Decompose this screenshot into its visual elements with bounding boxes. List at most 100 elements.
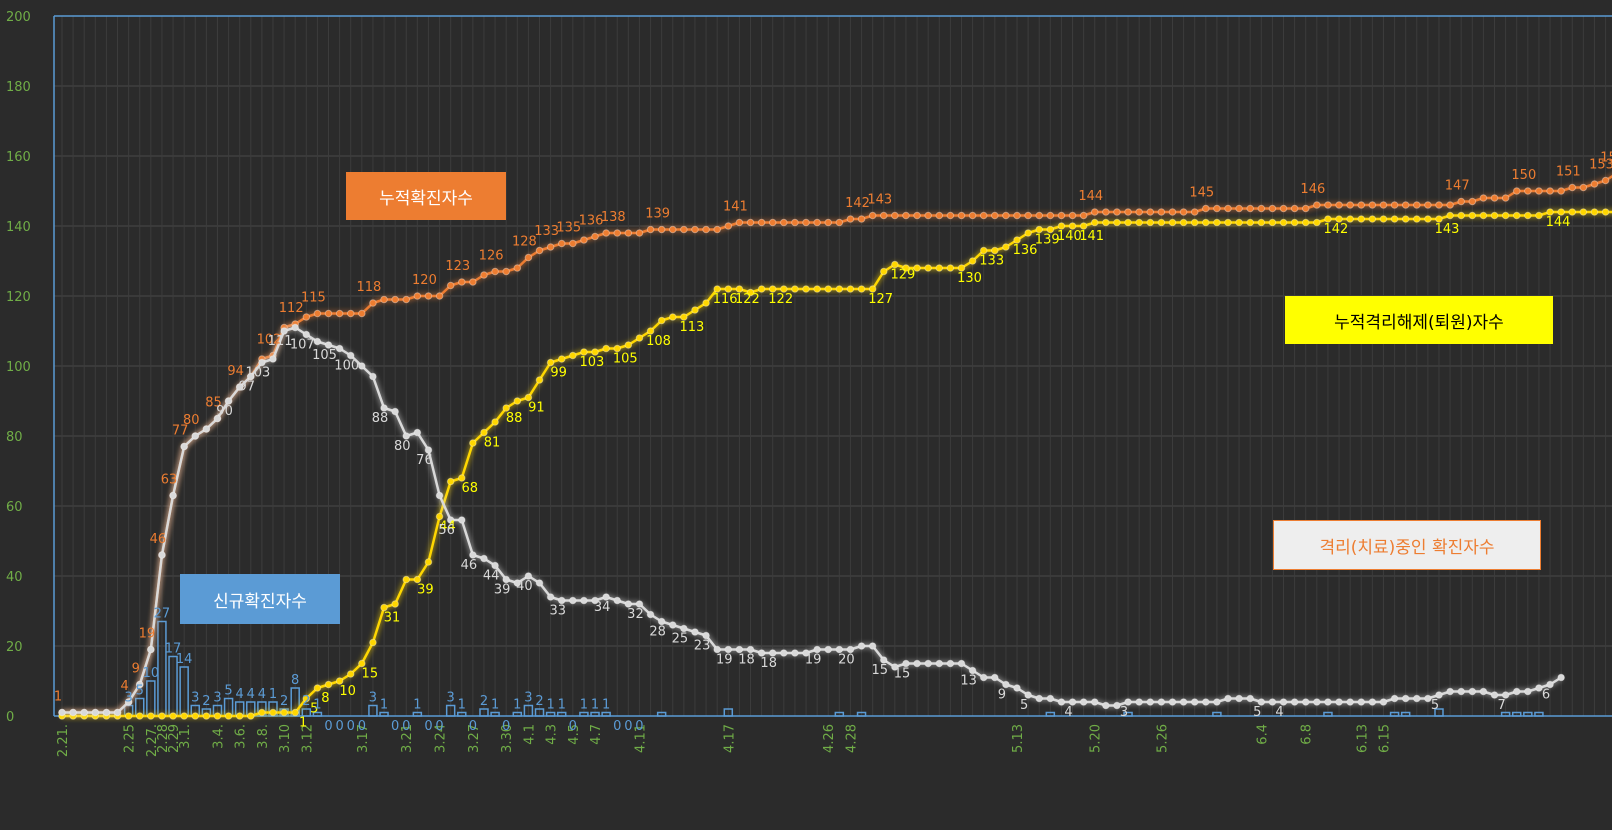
x-tick-label: 5.20 [1089,724,1104,753]
series-point [1335,201,1343,209]
bar-label: 17 [165,642,182,657]
series-point [1224,694,1232,703]
x-tick-label: 3.10 [278,724,293,753]
series-point [158,551,166,559]
series-point [668,225,677,234]
series-point [802,285,810,293]
series-point [780,285,788,293]
series-point [1135,218,1143,227]
series-point [1557,187,1565,195]
series-point [1024,211,1032,220]
series-point [235,383,244,391]
series-point [1024,691,1032,699]
series-point [968,257,977,265]
series-point [824,645,833,654]
bar-label: 0 [502,719,510,734]
series-point [1379,201,1388,209]
series-point [1290,218,1299,227]
series-point [1324,215,1332,223]
x-tick-label: 4.1 [522,724,537,745]
series-point [613,229,622,237]
series-point [1512,211,1521,220]
series-point [1524,187,1532,195]
series-point [1224,204,1232,213]
series-line [62,174,1612,714]
series-point [1590,180,1599,188]
data-label: 5 [1020,698,1028,713]
series-point [746,288,755,297]
series-point [724,285,733,293]
new-case-bar [1523,711,1533,717]
series-point [1290,204,1299,213]
series-point [1257,218,1266,227]
data-label: 153 [1589,158,1612,173]
series-point [435,292,444,300]
new-case-bar [523,704,534,717]
bar-label: 3 [191,691,199,706]
series-point [635,600,644,608]
series-point [424,558,433,566]
series-point [124,698,133,706]
series-point [513,397,522,405]
series-point [1446,201,1454,209]
series-point [1124,698,1132,706]
series-point [1190,218,1199,227]
series-point [1579,183,1588,192]
new-case-bar [856,711,867,717]
series-point [1257,204,1266,213]
series-point [1168,208,1177,216]
series-point [380,404,388,412]
series-point [1313,218,1321,227]
data-label: 56 [438,523,455,538]
new-case-bar [1123,711,1133,717]
series-point [1390,215,1399,223]
data-label: 108 [646,334,671,349]
series-point [69,708,77,717]
legend-cumulative: 누적확진자수 [346,172,506,220]
series-point [613,344,622,353]
series-point [868,642,877,650]
y-tick-label: 200 [6,10,31,25]
series-point [657,617,666,626]
series-point [413,428,422,437]
series-point [469,439,477,447]
data-label: 130 [957,271,982,286]
x-tick-label: 2.27. [145,724,160,757]
new-case-bar [1212,711,1222,717]
series-point [991,211,999,220]
x-tick-label: 4.17 [722,724,737,753]
data-label: 111 [268,334,293,349]
data-label: 102 [257,333,282,348]
series-point [1246,218,1255,227]
series-point [191,432,200,440]
series-point [1390,201,1399,209]
bar-label: 1 [313,698,321,713]
new-case-bar [290,687,300,717]
data-label: 28 [649,625,666,640]
series-point [935,211,944,220]
series-point [657,316,666,325]
series-point [1601,176,1610,185]
series-point [979,246,988,255]
bar-label: 1 [269,687,277,702]
series-point [602,229,610,237]
series-point [491,267,499,276]
data-label: 85 [205,396,222,411]
series-point [1557,208,1565,216]
x-tick-label: 5.13 [1011,724,1026,753]
bar-label: 3 [447,691,455,706]
series-point [702,299,710,307]
series-point [1512,187,1521,195]
data-label: 39 [494,583,511,598]
series-point [724,222,733,230]
bar-label: 0 [391,719,399,734]
series-point [1568,183,1577,192]
y-tick-label: 80 [6,430,23,445]
series-point [1002,680,1010,689]
data-label: 135 [556,221,581,236]
x-tick-label: 2.28 [156,724,171,753]
series-point [846,285,855,293]
new-case-bar [556,711,567,717]
series-point [1301,218,1310,227]
series-point [513,264,522,272]
